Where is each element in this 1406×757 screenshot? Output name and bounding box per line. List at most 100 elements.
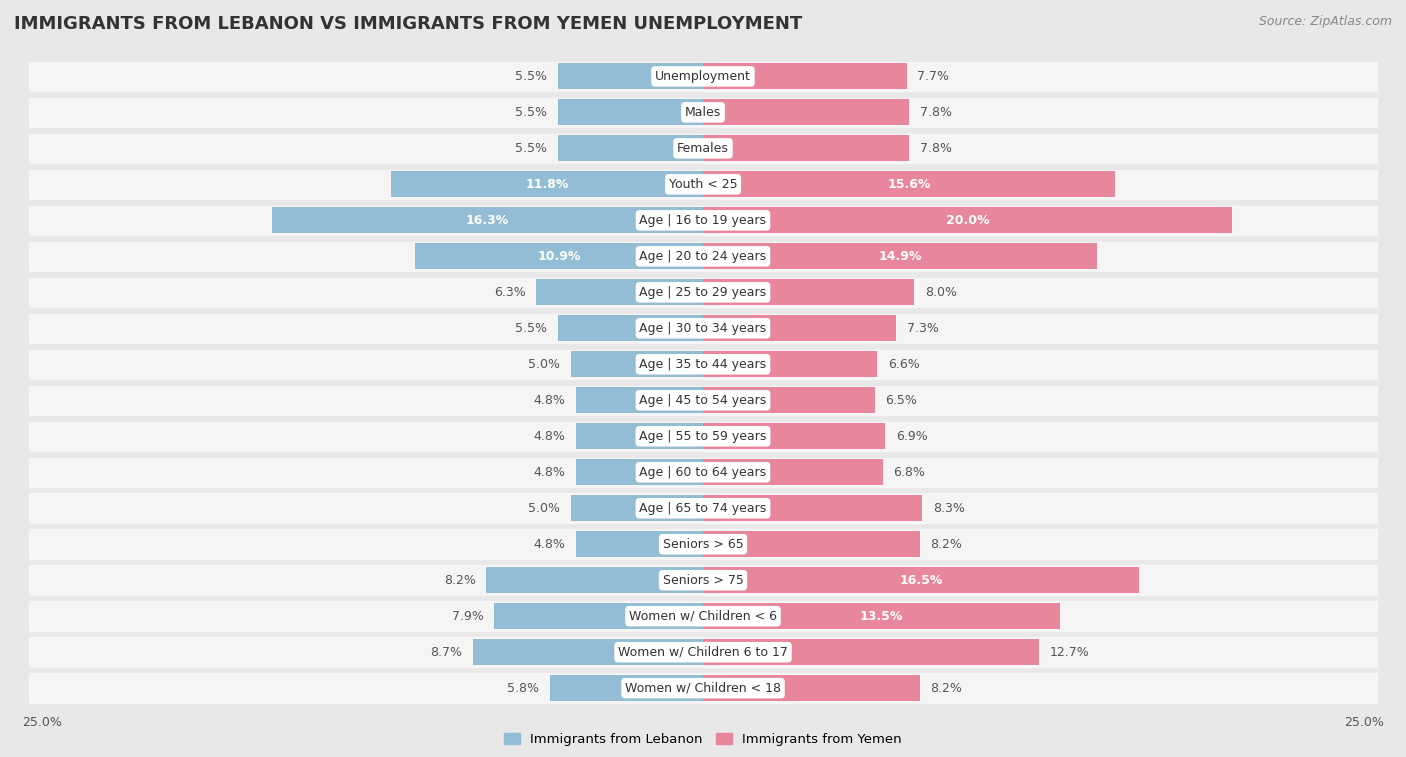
Bar [703, 675, 920, 701]
Bar [30, 637, 1376, 667]
Bar [703, 316, 896, 341]
Text: Age | 65 to 74 years: Age | 65 to 74 years [640, 502, 766, 515]
Text: Age | 35 to 44 years: Age | 35 to 44 years [640, 358, 766, 371]
Text: Females: Females [678, 142, 728, 155]
Text: Seniors > 75: Seniors > 75 [662, 574, 744, 587]
Bar [703, 243, 1097, 269]
Bar [472, 639, 703, 665]
Text: 8.3%: 8.3% [934, 502, 965, 515]
Bar [703, 423, 886, 449]
Text: 6.5%: 6.5% [886, 394, 917, 407]
Text: 5.0%: 5.0% [529, 358, 560, 371]
Text: Age | 45 to 54 years: Age | 45 to 54 years [640, 394, 766, 407]
Bar [576, 531, 703, 557]
Text: 20.0%: 20.0% [946, 213, 988, 227]
Bar [703, 567, 1139, 593]
Text: 5.0%: 5.0% [529, 502, 560, 515]
Bar [703, 99, 910, 126]
Text: Women w/ Children 6 to 17: Women w/ Children 6 to 17 [619, 646, 787, 659]
Text: Unemployment: Unemployment [655, 70, 751, 83]
Text: Males: Males [685, 106, 721, 119]
Text: 7.8%: 7.8% [920, 142, 952, 155]
Text: 7.7%: 7.7% [917, 70, 949, 83]
Bar [30, 241, 1376, 271]
Text: 10.9%: 10.9% [537, 250, 581, 263]
Text: 14.9%: 14.9% [879, 250, 921, 263]
Bar [703, 351, 877, 377]
Text: 4.8%: 4.8% [534, 466, 565, 478]
Text: 6.8%: 6.8% [893, 466, 925, 478]
Bar [703, 603, 1060, 629]
Bar [558, 136, 703, 161]
Bar [30, 494, 1376, 523]
Text: Women w/ Children < 18: Women w/ Children < 18 [626, 682, 780, 695]
Text: 8.2%: 8.2% [931, 682, 962, 695]
Text: Age | 30 to 34 years: Age | 30 to 34 years [640, 322, 766, 335]
Bar [550, 675, 703, 701]
Text: 5.5%: 5.5% [515, 142, 547, 155]
Text: 11.8%: 11.8% [526, 178, 569, 191]
Text: 8.0%: 8.0% [925, 286, 957, 299]
Bar [30, 422, 1376, 451]
Bar [576, 459, 703, 485]
Text: 4.8%: 4.8% [534, 394, 565, 407]
Bar [571, 495, 703, 522]
Text: 5.5%: 5.5% [515, 322, 547, 335]
Bar [30, 457, 1376, 487]
Text: Age | 20 to 24 years: Age | 20 to 24 years [640, 250, 766, 263]
Text: IMMIGRANTS FROM LEBANON VS IMMIGRANTS FROM YEMEN UNEMPLOYMENT: IMMIGRANTS FROM LEBANON VS IMMIGRANTS FR… [14, 15, 803, 33]
Text: Women w/ Children < 6: Women w/ Children < 6 [628, 609, 778, 623]
Text: Youth < 25: Youth < 25 [669, 178, 737, 191]
Bar [30, 278, 1376, 307]
Bar [273, 207, 703, 233]
Bar [30, 529, 1376, 559]
Text: 6.6%: 6.6% [889, 358, 920, 371]
Text: 7.8%: 7.8% [920, 106, 952, 119]
Text: 8.2%: 8.2% [444, 574, 475, 587]
Bar [703, 207, 1232, 233]
Text: 16.3%: 16.3% [465, 213, 509, 227]
Bar [703, 388, 875, 413]
Bar [415, 243, 703, 269]
Bar [558, 99, 703, 126]
Bar [486, 567, 703, 593]
Text: 5.5%: 5.5% [515, 70, 547, 83]
Text: 7.9%: 7.9% [451, 609, 484, 623]
Text: 16.5%: 16.5% [900, 574, 943, 587]
Text: 5.8%: 5.8% [508, 682, 538, 695]
Text: Age | 60 to 64 years: Age | 60 to 64 years [640, 466, 766, 478]
Bar [558, 316, 703, 341]
Bar [30, 565, 1376, 595]
Text: Age | 55 to 59 years: Age | 55 to 59 years [640, 430, 766, 443]
Text: 5.5%: 5.5% [515, 106, 547, 119]
Bar [571, 351, 703, 377]
Bar [703, 459, 883, 485]
Text: 6.9%: 6.9% [896, 430, 928, 443]
Text: 7.3%: 7.3% [907, 322, 938, 335]
Text: 8.7%: 8.7% [430, 646, 463, 659]
Bar [30, 385, 1376, 415]
Bar [576, 388, 703, 413]
Bar [703, 171, 1115, 198]
Bar [576, 423, 703, 449]
Bar [537, 279, 703, 305]
Bar [703, 495, 922, 522]
Bar [703, 64, 907, 89]
Bar [30, 350, 1376, 379]
Bar [494, 603, 703, 629]
Bar [30, 170, 1376, 199]
Text: 13.5%: 13.5% [859, 609, 903, 623]
Bar [703, 136, 910, 161]
Bar [703, 531, 920, 557]
Bar [703, 639, 1039, 665]
Bar [391, 171, 703, 198]
Bar [30, 61, 1376, 91]
Text: Age | 16 to 19 years: Age | 16 to 19 years [640, 213, 766, 227]
Bar [558, 64, 703, 89]
Bar [703, 279, 914, 305]
Legend: Immigrants from Lebanon, Immigrants from Yemen: Immigrants from Lebanon, Immigrants from… [499, 727, 907, 751]
Bar [30, 674, 1376, 703]
Text: Source: ZipAtlas.com: Source: ZipAtlas.com [1258, 15, 1392, 28]
Text: Seniors > 65: Seniors > 65 [662, 537, 744, 551]
Text: 4.8%: 4.8% [534, 537, 565, 551]
